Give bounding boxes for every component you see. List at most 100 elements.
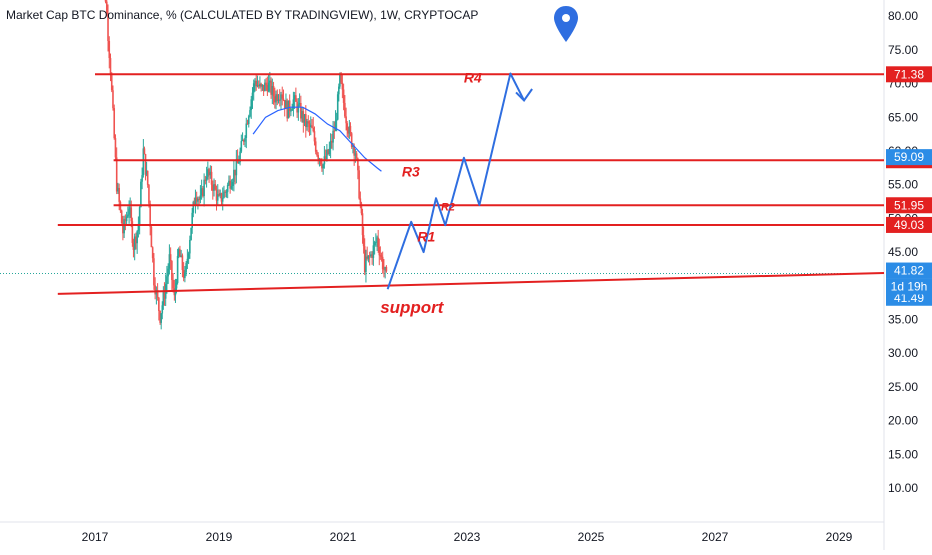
candle-body	[322, 164, 324, 169]
candle-body	[267, 82, 270, 92]
candle-body	[354, 153, 357, 156]
candle-body	[341, 82, 344, 90]
candle-body	[378, 247, 381, 256]
candle-body	[252, 83, 255, 93]
candle-body	[276, 94, 279, 101]
candle-body	[244, 137, 246, 142]
candle-body	[366, 256, 368, 259]
candle-body	[210, 171, 213, 185]
candle-body	[346, 123, 348, 131]
map-pin-icon[interactable]	[554, 6, 578, 42]
candle-body	[316, 151, 318, 156]
level-price-badge-label: 51.95	[894, 198, 924, 212]
chart-title: Market Cap BTC Dominance, % (CALCULATED …	[6, 8, 479, 22]
candle-body	[215, 189, 218, 201]
candle-body	[223, 191, 225, 198]
candle-body	[136, 231, 138, 244]
candle-body	[245, 123, 248, 138]
candle-body	[288, 100, 291, 111]
candle-body	[291, 109, 293, 111]
candle-body	[278, 99, 281, 101]
y-tick-label: 10.00	[888, 481, 918, 495]
candle-body	[120, 210, 123, 224]
countdown-badge	[886, 278, 932, 295]
candle-body	[133, 236, 136, 250]
candle-body	[195, 197, 198, 202]
candle-body	[282, 98, 285, 101]
candle-body	[127, 214, 129, 217]
candle-body	[233, 169, 235, 182]
candle-body	[218, 194, 220, 196]
level-price-badge	[886, 197, 932, 214]
candle-body	[340, 73, 342, 83]
candle-body	[194, 197, 197, 205]
candle-body	[192, 201, 195, 213]
candle-body	[180, 255, 182, 258]
candle-body	[350, 133, 353, 147]
projection-path[interactable]	[386, 72, 525, 290]
candle-body	[231, 181, 234, 186]
candle-body	[161, 305, 164, 314]
candle-body	[295, 95, 297, 102]
candle-body	[301, 111, 303, 119]
candle-body	[181, 255, 184, 271]
candle-body	[207, 169, 209, 177]
candle-body	[166, 276, 168, 285]
candle-body	[371, 254, 373, 258]
candle-body	[352, 145, 354, 147]
candle-body	[221, 197, 224, 202]
candle-body	[383, 269, 385, 271]
candle-body	[110, 75, 113, 91]
candle-body	[305, 114, 307, 128]
candle-body	[380, 255, 383, 257]
candle-body	[266, 84, 269, 92]
candle-body	[331, 140, 333, 143]
candle-body	[303, 114, 306, 123]
candle-body	[281, 94, 284, 99]
candle-body	[185, 262, 187, 273]
candle-body	[311, 125, 313, 128]
candle-body	[376, 237, 378, 242]
candle-body	[286, 100, 288, 119]
candle-body	[214, 184, 217, 190]
candle-body	[187, 253, 190, 259]
candle-body	[328, 148, 331, 154]
candle-body	[379, 255, 382, 257]
candle-body	[123, 219, 125, 234]
candle-body	[365, 256, 367, 273]
candle-body	[275, 94, 277, 103]
candle-body	[158, 297, 160, 311]
x-tick-label: 2027	[702, 530, 729, 544]
price-badge-label: 59.09	[894, 150, 924, 164]
candle-body	[220, 193, 223, 202]
annotation-label: support	[380, 298, 445, 317]
candle-body	[125, 216, 128, 222]
candle-body	[293, 95, 296, 100]
candle-body	[142, 148, 145, 176]
candle-body	[205, 176, 208, 181]
candle-body	[260, 83, 262, 87]
candle-body	[265, 82, 267, 85]
candle-body	[308, 123, 311, 128]
candle-body	[297, 104, 300, 113]
candle-body	[372, 245, 375, 258]
candle-body	[154, 285, 156, 295]
candle-body	[270, 80, 272, 95]
support-trend-line[interactable]	[57, 271, 885, 295]
candle-body	[229, 180, 231, 189]
candle-body	[254, 80, 256, 84]
annotation-label: R1	[417, 228, 435, 244]
candle-body	[313, 131, 316, 142]
y-tick-label: 65.00	[888, 110, 918, 124]
candle-body	[338, 86, 340, 95]
candle-body	[198, 199, 200, 201]
candle-body	[348, 125, 351, 134]
candle-body	[204, 179, 207, 181]
candle-body	[140, 181, 142, 208]
candle-body	[246, 123, 249, 125]
candle-body	[344, 102, 346, 117]
moving-average-line	[252, 106, 382, 172]
candle-body	[189, 239, 191, 254]
